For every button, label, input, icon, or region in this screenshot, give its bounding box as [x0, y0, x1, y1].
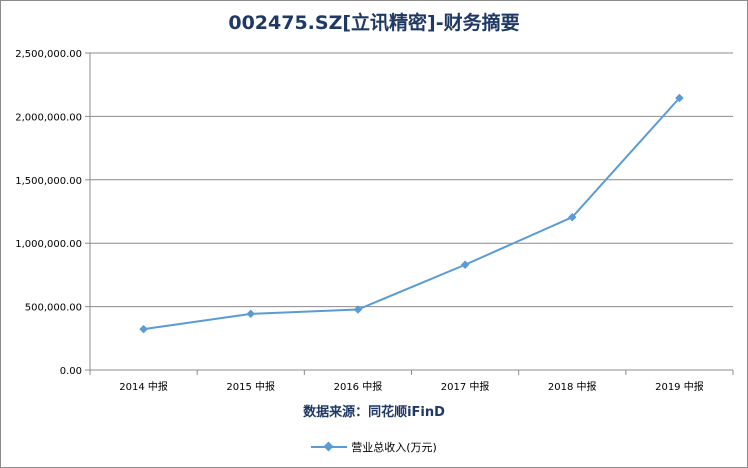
y-tick-label: 500,000.00 — [25, 303, 82, 314]
legend: 营业总收入(万元) — [0, 439, 748, 455]
series-line — [143, 97, 681, 331]
chart-title: 002475.SZ[立讯精密]-财务摘要 — [228, 12, 520, 34]
series-layer — [139, 93, 684, 334]
data-point — [353, 305, 363, 314]
y-tick-label: 1,500,000.00 — [15, 176, 82, 187]
x-tick-label: 2014 中报 — [119, 380, 168, 393]
x-tick-label: 2017 中报 — [441, 380, 490, 393]
gridlines — [90, 52, 733, 308]
data-point — [567, 212, 577, 222]
y-tick-label: 2,000,000.00 — [15, 112, 82, 123]
y-tick-label: 2,500,000.00 — [15, 49, 82, 60]
data-point — [460, 260, 470, 270]
x-tick-labels: 2014 中报 2015 中报 2016 中报 2017 中报 2018 中报 2019 … — [119, 380, 703, 393]
y-tick-labels: 0.00 500,000.00 1,000,000.00 1,500,000.00 2,… — [15, 49, 82, 377]
x-tick-label: 2016 中报 — [334, 380, 383, 393]
x-tick-label: 2015 中报 — [226, 380, 275, 393]
legend-label: 营业总收入(万元) — [351, 441, 437, 454]
data-point — [246, 309, 256, 319]
x-tick-label: 2018 中报 — [548, 380, 597, 393]
x-tick-label: 2019 中报 — [655, 380, 704, 393]
y-tick-label: 1,000,000.00 — [15, 239, 82, 250]
data-point — [139, 324, 148, 334]
legend-marker-icon — [323, 441, 334, 452]
x-axis-label: 数据来源：同花顺iFinD — [303, 405, 445, 420]
axes — [85, 52, 734, 375]
legend-swatch — [311, 441, 348, 452]
data-point — [675, 93, 684, 103]
y-tick-label: 0.00 — [60, 366, 82, 377]
